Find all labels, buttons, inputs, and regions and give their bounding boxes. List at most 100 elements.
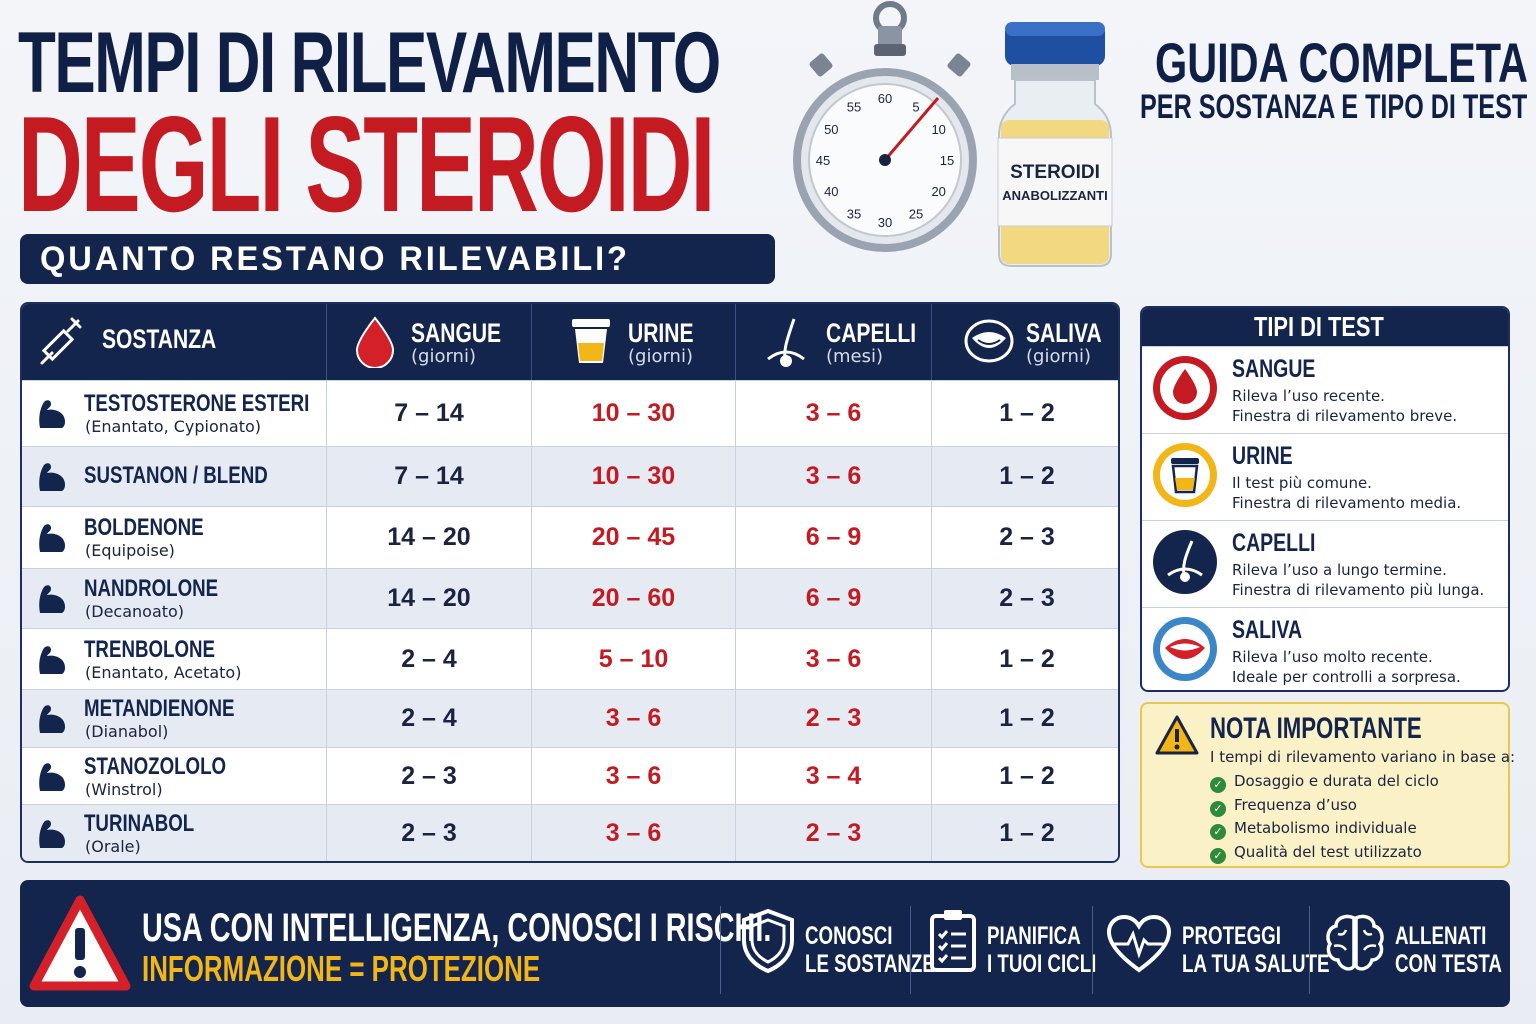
note-item-text: Dosaggio e durata del ciclo	[1234, 772, 1439, 790]
sangue-value: 2 – 3	[401, 761, 457, 790]
cell-capelli: 2 – 3	[736, 805, 932, 861]
cell-capelli: 3 – 4	[736, 748, 932, 804]
test-type-name: URINE	[1232, 442, 1293, 470]
footer-banner: USA CON INTELLIGENZA, CONOSCI I RISCHI. …	[20, 880, 1510, 1007]
stopwatch-number: 45	[816, 153, 830, 168]
header-label: URINE	[628, 318, 694, 348]
footer-item-1-line2: LE SOSTANZE	[805, 950, 935, 978]
stopwatch-number: 60	[878, 91, 892, 106]
capelli-value: 3 – 6	[805, 462, 862, 490]
substance-cell: TESTOSTERONE ESTERI (Enantato, Cypionato)	[22, 381, 327, 446]
cell-capelli: 3 – 6	[736, 629, 932, 689]
cell-saliva: 1 – 2	[932, 629, 1118, 689]
sangue-value: 7 – 14	[394, 462, 464, 490]
saliva-value: 2 – 3	[999, 584, 1055, 612]
cell-saliva: 1 – 2	[932, 805, 1118, 861]
header-capelli: CAPELLI (mesi)	[736, 304, 932, 380]
important-note: NOTA IMPORTANTE I tempi di rilevamento v…	[1140, 702, 1515, 868]
table-row: TESTOSTERONE ESTERI (Enantato, Cypionato)…	[22, 380, 1118, 446]
muscle-icon	[39, 645, 65, 674]
sangue-value: 2 – 4	[401, 704, 457, 732]
footer-item-3-line1: PROTEGGI	[1182, 922, 1281, 950]
substance-detail: (Dianabol)	[85, 722, 169, 741]
check-icon: ✓	[1210, 847, 1226, 864]
substance-cell: TRENBOLONE (Enantato, Acetato)	[22, 629, 327, 689]
table-row: NANDROLONE (Decanoato) 14 – 20 20 – 60 6 – 9…	[22, 568, 1118, 628]
test-type-desc: Finestra di rilevamento breve.	[1232, 407, 1458, 425]
mouth-icon	[964, 319, 1014, 363]
urine-value: 3 – 6	[605, 704, 662, 732]
urine-value: 5 – 10	[598, 644, 669, 673]
muscle-icon	[39, 524, 65, 552]
footer-slogan-highlight: INFORMAZIONE = PROTEZIONE	[142, 948, 541, 989]
test-type-desc: Il test più comune.	[1232, 474, 1372, 492]
stopwatch-number: 50	[824, 122, 838, 137]
stopwatch-icon: 60 5 10 15 20 25 30 35 40 45 50 55	[793, 1, 977, 252]
saliva-value: 1 – 2	[999, 399, 1055, 427]
cell-urine: 3 – 6	[532, 690, 736, 747]
substance-detail: (Enantato, Cypionato)	[85, 417, 262, 436]
sangue-value: 14 – 20	[387, 523, 471, 551]
saliva-value: 2 – 3	[999, 523, 1055, 551]
check-icon: ✓	[1210, 800, 1226, 817]
heart-pulse-icon	[1106, 914, 1172, 973]
cell-sangue: 2 – 3	[327, 805, 532, 861]
test-type-desc: Ideale per controlli a sorpresa.	[1232, 668, 1461, 686]
substance-detail: (Orale)	[85, 836, 141, 856]
urine-value: 3 – 6	[605, 818, 662, 847]
sangue-value: 2 – 3	[401, 818, 457, 847]
header-saliva: SALIVA (giorni)	[932, 304, 1118, 380]
clipboard-icon	[930, 910, 976, 972]
note-item: ✓ Qualità del test utilizzato	[1210, 843, 1422, 864]
warning-icon	[29, 895, 131, 991]
footer-item-1-line1: CONOSCI	[805, 922, 893, 950]
header-label: CAPELLI	[826, 318, 917, 348]
shield-icon	[742, 908, 794, 974]
cell-sangue: 14 – 20	[327, 507, 532, 568]
stopwatch-number: 10	[931, 122, 945, 137]
mouth-icon	[1153, 617, 1217, 681]
cell-capelli: 6 – 9	[736, 569, 932, 628]
header-sangue: SANGUE (giorni)	[327, 304, 532, 380]
stopwatch-number: 35	[847, 207, 861, 222]
warning-icon	[1155, 715, 1199, 755]
cell-urine: 3 – 6	[532, 748, 736, 804]
substance-detail: (Equipoise)	[85, 541, 175, 560]
stopwatch-number: 15	[940, 153, 954, 168]
capelli-value: 3 – 6	[805, 399, 862, 427]
substance-name: METANDIENONE	[84, 695, 235, 722]
test-types-panel: TIPI DI TEST SANGUE Rileva l’uso recente.…	[1140, 306, 1510, 692]
note-item: ✓ Metabolismo individuale	[1210, 819, 1417, 840]
substance-cell: BOLDENONE (Equipoise)	[22, 507, 327, 568]
divider	[910, 906, 911, 994]
saliva-value: 1 – 2	[999, 644, 1055, 673]
sangue-value: 14 – 20	[387, 584, 471, 612]
page-title-line1: TEMPI DI RILEVAMENTO	[18, 15, 721, 111]
guide-subtitle: PER SOSTANZA E TIPO DI TEST	[1140, 88, 1528, 126]
vial-label-line2: ANABOLIZZANTI	[1002, 188, 1107, 203]
cell-capelli: 6 – 9	[736, 507, 932, 568]
cell-urine: 10 – 30	[532, 381, 736, 446]
substance-name: TESTOSTERONE ESTERI	[84, 390, 310, 417]
table-header: SOSTANZA SANGUE (giorni) URINE (giorni)	[22, 304, 1118, 380]
sangue-value: 7 – 14	[394, 399, 464, 427]
test-type-name: CAPELLI	[1232, 529, 1316, 557]
table-row: TRENBOLONE (Enantato, Acetato) 2 – 4 5 – 10…	[22, 628, 1118, 689]
cell-urine: 10 – 30	[532, 447, 736, 506]
page-title-line2: DEGLI STEROIDI	[18, 88, 715, 240]
cell-sangue: 2 – 4	[327, 690, 532, 747]
saliva-value: 1 – 2	[999, 462, 1055, 490]
check-icon: ✓	[1210, 777, 1226, 793]
substance-cell: SUSTANON / BLEND	[22, 447, 327, 506]
muscle-icon	[39, 762, 65, 791]
note-item-text: Metabolismo individuale	[1234, 819, 1417, 837]
header-label: SALIVA	[1026, 318, 1102, 348]
test-type-desc: Finestra di rilevamento media.	[1232, 494, 1462, 512]
detection-table: SOSTANZA SANGUE (giorni) URINE (giorni)	[20, 302, 1120, 863]
test-type-urine: URINE Il test più comune. Finestra di rile…	[1142, 433, 1508, 520]
footer-slogan: USA CON INTELLIGENZA, CONOSCI I RISCHI.	[142, 906, 772, 950]
cell-saliva: 2 – 3	[932, 569, 1118, 628]
footer-item-3-line2: LA TUA SALUTE	[1182, 950, 1330, 978]
table-row: SUSTANON / BLEND 7 – 14 10 – 30 3 – 6 1 – 2	[22, 446, 1118, 506]
header-sostanza: SOSTANZA	[22, 304, 327, 380]
